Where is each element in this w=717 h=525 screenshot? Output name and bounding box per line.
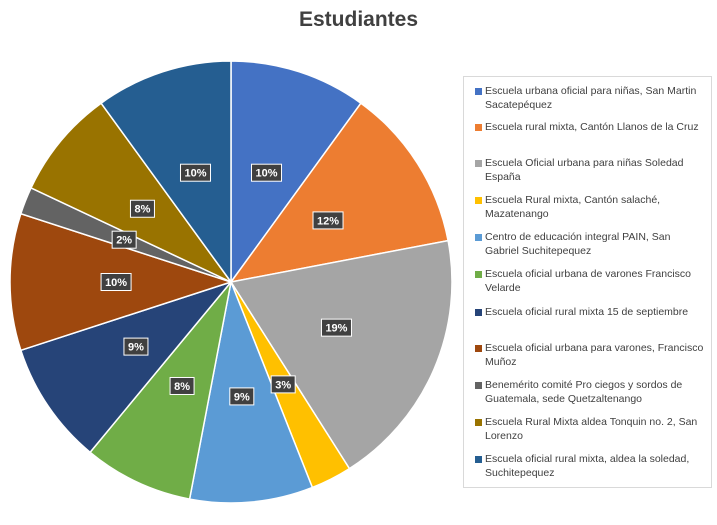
legend-item-8: Escuela oficial urbana para varones, Fra… [475, 342, 707, 369]
data-label-text: 8% [134, 204, 150, 216]
data-label-6: 8% [169, 376, 195, 395]
legend-item-4: Escuela Rural mixta, Cantón salaché, Maz… [475, 194, 707, 221]
chart-legend: Escuela urbana oficial para niñas, San M… [463, 76, 712, 488]
data-label-box [100, 273, 132, 291]
data-label-7: 9% [123, 337, 149, 356]
data-label-10: 8% [129, 199, 155, 218]
legend-swatch [475, 309, 482, 316]
data-label-box [270, 375, 296, 394]
legend-item-9: Benemérito comité Pro ciegos y sordos de… [475, 379, 707, 406]
data-label-box [312, 211, 344, 230]
legend-swatch [475, 160, 482, 167]
legend-label: Escuela oficial rural mixta, aldea la so… [485, 453, 690, 479]
pie-slice-1 [230, 60, 362, 285]
pie-slice-7 [19, 280, 234, 454]
pie-slices [9, 60, 453, 504]
legend-item-1: Escuela urbana oficial para niñas, San M… [475, 85, 707, 112]
pie-slice-11 [100, 60, 232, 285]
legend-swatch [475, 419, 482, 426]
legend-swatch [475, 456, 482, 463]
data-label-9: 2% [111, 230, 137, 249]
legend-item-6: Escuela oficial urbana de varones Franci… [475, 268, 707, 295]
legend-label: Centro de educación integral PAIN, San G… [485, 231, 671, 257]
data-label-text: 8% [174, 381, 190, 393]
pie-slice-2 [229, 102, 449, 284]
legend-item-7: Escuela oficial rural mixta 15 de septie… [475, 306, 707, 320]
data-label-text: 2% [116, 235, 132, 247]
pie-slice-6 [89, 281, 232, 500]
data-label-box [111, 230, 137, 249]
data-label-1: 10% [251, 163, 283, 182]
data-label-text: 10% [105, 277, 127, 289]
legend-label: Escuela urbana oficial para niñas, San M… [485, 85, 697, 111]
data-label-box [251, 163, 283, 182]
chart-title: Estudiantes [298, 8, 419, 31]
data-label-text: 9% [128, 342, 144, 354]
legend-item-5: Centro de educación integral PAIN, San G… [475, 231, 707, 258]
data-label-box [123, 337, 149, 356]
legend-label: Escuela oficial urbana de varones Franci… [485, 268, 692, 294]
data-label-5: 9% [229, 387, 255, 406]
data-label-text: 9% [234, 391, 250, 403]
data-label-8: 10% [100, 273, 132, 291]
legend-label: Escuela rural mixta, Cantón Llanos de la… [485, 121, 699, 133]
data-label-text: 12% [317, 215, 339, 227]
data-label-box [169, 376, 195, 395]
legend-label: Escuela Rural mixta, Cantón salaché, Maz… [485, 194, 661, 220]
data-label-text: 10% [184, 168, 206, 180]
legend-item-10: Escuela Rural Mixta aldea Tonquin no. 2,… [475, 416, 707, 443]
legend-label: Escuela oficial urbana para varones, Fra… [485, 342, 704, 368]
legend-item-3: Escuela Oficial urbana para niñas Soleda… [475, 157, 707, 184]
data-label-3: 19% [320, 318, 352, 337]
legend-label: Escuela Rural Mixta aldea Tonquin no. 2,… [485, 416, 698, 442]
legend-swatch [475, 197, 482, 204]
legend-label: Escuela oficial rural mixta 15 de septie… [485, 306, 689, 318]
legend-swatch [475, 234, 482, 241]
data-label-box [179, 163, 211, 182]
legend-swatch [475, 345, 482, 352]
data-label-text: 19% [325, 323, 347, 335]
pie-slice-10 [30, 102, 232, 283]
data-label-2: 12% [312, 211, 344, 230]
legend-swatch [475, 88, 482, 95]
data-label-4: 3% [270, 375, 296, 394]
legend-item-2: Escuela rural mixta, Cantón Llanos de la… [475, 121, 707, 135]
legend-label: Benemérito comité Pro ciegos y sordos de… [485, 379, 683, 405]
data-label-11: 10% [179, 163, 211, 182]
pie-chart: 10% 12% 19% 3% 9% 8% 9% 10% 2% 8% 10% [9, 60, 453, 504]
pie-slice-3 [229, 239, 453, 470]
data-label-box [229, 387, 255, 406]
legend-item-11: Escuela oficial rural mixta, aldea la so… [475, 453, 707, 480]
data-label-box [129, 199, 155, 218]
legend-swatch [475, 382, 482, 389]
data-label-text: 10% [255, 168, 277, 180]
data-label-box [320, 318, 352, 337]
data-label-text: 3% [275, 379, 291, 391]
legend-label: Escuela Oficial urbana para niñas Soleda… [485, 157, 684, 183]
pie-data-labels: 10% 12% 19% 3% 9% 8% 9% 10% 2% 8% 10% [100, 163, 352, 406]
legend-swatch [475, 271, 482, 278]
legend-swatch [475, 124, 482, 131]
